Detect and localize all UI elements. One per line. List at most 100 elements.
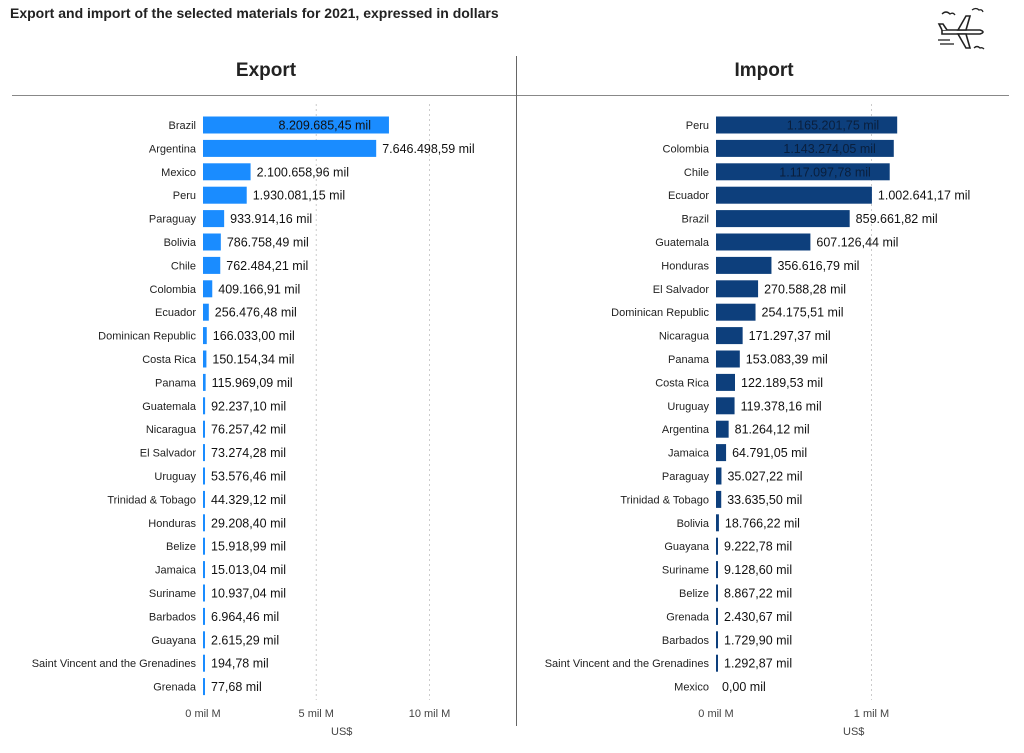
export-data-label: 786.758,49 mil <box>227 236 309 250</box>
import-data-label: 122.189,53 mil <box>741 376 823 390</box>
export-bar <box>203 163 251 181</box>
import-bar <box>716 584 718 602</box>
import-data-label: 1.729,90 mil <box>724 633 792 647</box>
import-bar <box>716 373 736 391</box>
export-category-label: Belize <box>166 541 196 553</box>
import-data-label: 8.867,22 mil <box>724 587 792 601</box>
export-data-label: 933.914,16 mil <box>230 212 312 226</box>
import-category-label: Dominican Republic <box>611 307 709 319</box>
import-category-label: Panama <box>668 354 710 366</box>
export-data-label: 10.937,04 mil <box>211 587 286 601</box>
export-bar <box>203 139 377 157</box>
export-bar <box>203 607 205 625</box>
import-category-label: Nicaragua <box>659 331 710 343</box>
export-x-tick-label: 0 mil M <box>185 708 220 720</box>
export-data-label: 53.576,46 mil <box>211 470 286 484</box>
import-bar <box>716 303 756 321</box>
export-bar <box>203 514 205 532</box>
import-bar <box>716 607 718 625</box>
export-data-label: 194,78 mil <box>211 657 269 671</box>
export-category-label: Guayana <box>151 635 197 647</box>
import-x-tick-label: 0 mil M <box>698 708 733 720</box>
import-bar <box>716 444 727 462</box>
export-bar <box>203 280 213 298</box>
import-category-label: Guayana <box>664 541 710 553</box>
export-panel-title: Export <box>235 60 297 81</box>
export-data-label: 44.329,12 mil <box>211 493 286 507</box>
import-category-label: Trinidad & Tobago <box>620 494 709 506</box>
import-category-label: Costa Rica <box>655 377 710 389</box>
export-bar <box>203 186 247 204</box>
export-data-label: 77,68 mil <box>211 680 262 694</box>
export-data-label: 15.918,99 mil <box>211 540 286 554</box>
export-bar <box>203 654 205 672</box>
export-category-label: Grenada <box>153 682 197 694</box>
export-category-label: Honduras <box>148 518 196 530</box>
import-category-label: Guatemala <box>655 237 710 249</box>
import-bar <box>716 256 772 274</box>
import-bar <box>716 116 898 134</box>
import-category-label: Grenada <box>666 611 710 623</box>
import-category-label: Brazil <box>681 214 709 226</box>
export-bar <box>203 210 225 228</box>
import-data-label: 9.222,78 mil <box>724 540 792 554</box>
export-category-label: El Salvador <box>140 448 197 460</box>
export-bar <box>203 397 206 415</box>
export-category-label: Panama <box>155 377 197 389</box>
export-data-label: 2.100.658,96 mil <box>257 165 349 179</box>
import-category-label: Peru <box>686 120 709 132</box>
export-bar <box>203 327 207 345</box>
import-bar <box>716 163 890 181</box>
export-bar <box>203 420 205 438</box>
export-data-label: 92.237,10 mil <box>211 399 286 413</box>
export-bar <box>203 490 205 508</box>
import-category-label: Chile <box>684 167 709 179</box>
import-bar <box>716 350 740 368</box>
import-data-label: 33.635,50 mil <box>727 493 802 507</box>
export-bar <box>203 678 205 696</box>
import-data-label: 64.791,05 mil <box>732 446 807 460</box>
export-category-label: Paraguay <box>149 214 197 226</box>
import-data-label: 1.292,87 mil <box>724 657 792 671</box>
import-bar <box>716 537 718 555</box>
import-data-label: 859.661,82 mil <box>856 212 938 226</box>
export-data-label: 409.166,91 mil <box>218 282 300 296</box>
export-category-label: Ecuador <box>155 307 196 319</box>
export-bar <box>203 444 205 462</box>
header-divider <box>12 95 1009 96</box>
import-data-label: 1.117.097,78 mil <box>779 165 871 179</box>
import-bar <box>716 139 894 157</box>
import-category-label: Colombia <box>663 143 710 155</box>
export-data-label: 7.646.498,59 mil <box>382 142 474 156</box>
import-bar <box>716 561 718 579</box>
export-bar <box>203 116 389 134</box>
import-category-label: El Salvador <box>653 284 710 296</box>
import-category-label: Mexico <box>674 682 709 694</box>
export-category-label: Nicaragua <box>146 424 197 436</box>
export-category-label: Saint Vincent and the Grenadines <box>32 658 197 670</box>
export-data-label: 15.013,04 mil <box>211 563 286 577</box>
import-category-label: Jamaica <box>668 448 710 460</box>
export-category-label: Costa Rica <box>142 354 197 366</box>
export-data-label: 6.964,46 mil <box>211 610 279 624</box>
export-category-label: Trinidad & Tobago <box>107 494 196 506</box>
import-category-label: Bolivia <box>677 518 710 530</box>
export-data-label: 2.615,29 mil <box>211 633 279 647</box>
import-bar <box>716 186 872 204</box>
export-category-label: Peru <box>173 190 196 202</box>
export-category-label: Chile <box>171 260 196 272</box>
export-category-label: Barbados <box>149 611 197 623</box>
chart-title: Export and import of the selected materi… <box>10 5 499 21</box>
export-data-label: 115.969,09 mil <box>212 376 293 390</box>
export-category-label: Suriname <box>149 588 196 600</box>
export-bar <box>203 467 205 485</box>
import-bar <box>716 397 735 415</box>
import-x-tick-label: 1 mil M <box>854 708 889 720</box>
export-category-label: Colombia <box>150 284 197 296</box>
export-category-label: Brazil <box>168 120 196 132</box>
export-data-label: 8.209.685,45 mil <box>279 119 371 133</box>
export-bar <box>203 303 209 321</box>
export-bar <box>203 561 205 579</box>
export-bar <box>203 256 221 274</box>
import-bar <box>716 514 719 532</box>
